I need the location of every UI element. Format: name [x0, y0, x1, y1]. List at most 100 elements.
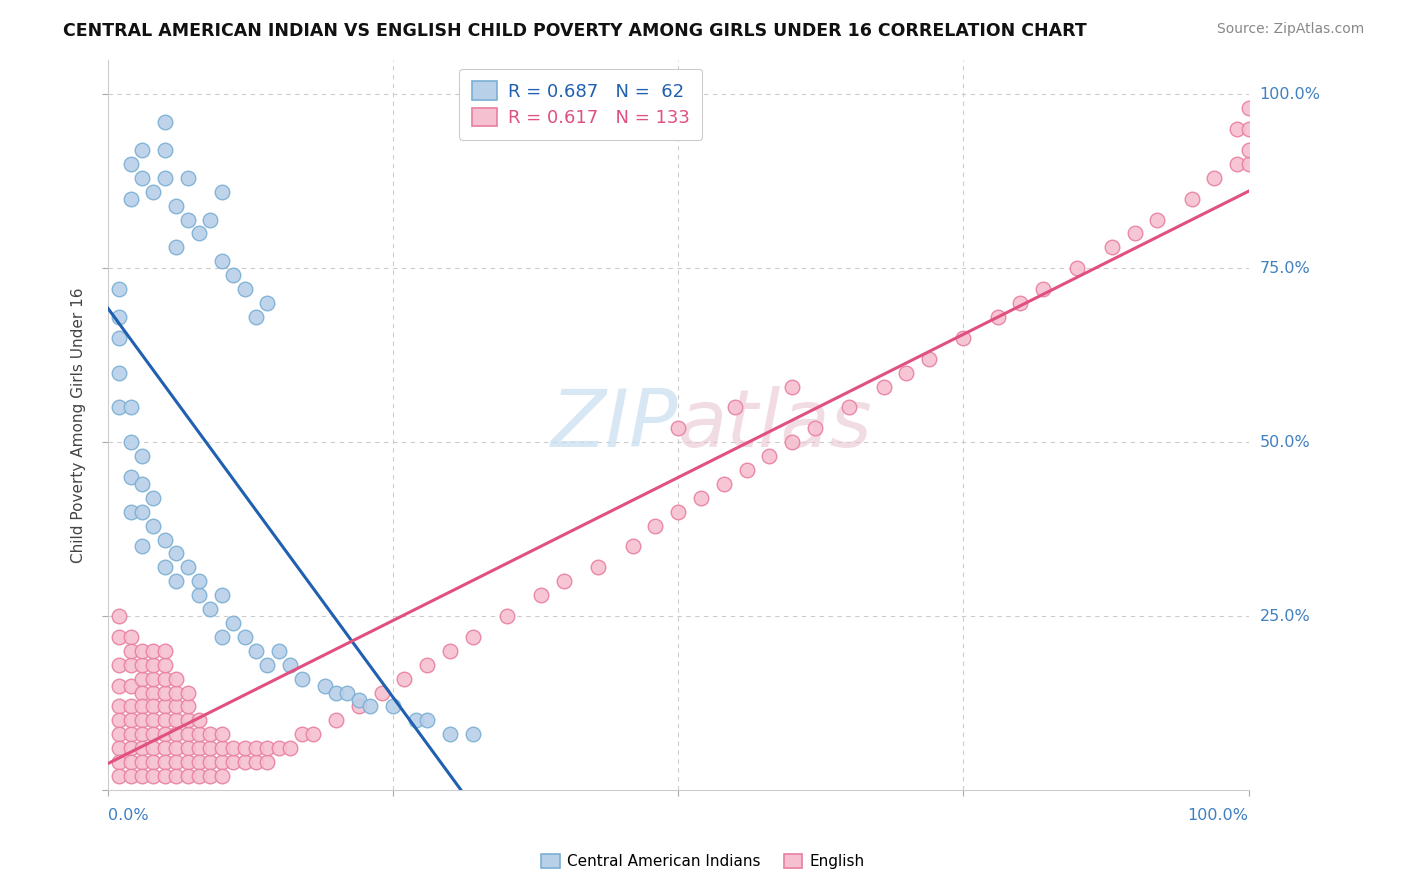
Point — [120, 679, 142, 693]
Point — [211, 630, 233, 644]
Point — [108, 282, 131, 296]
Point — [120, 699, 142, 714]
Point — [267, 741, 290, 756]
Point — [131, 540, 153, 554]
Point — [211, 769, 233, 783]
Point — [120, 714, 142, 728]
Point — [153, 755, 176, 769]
Y-axis label: Child Poverty Among Girls Under 16: Child Poverty Among Girls Under 16 — [72, 287, 86, 563]
Point — [347, 692, 370, 706]
Point — [108, 679, 131, 693]
Point — [153, 170, 176, 185]
Point — [461, 630, 484, 644]
Point — [120, 644, 142, 658]
Point — [188, 727, 211, 741]
Point — [530, 588, 553, 602]
Point — [131, 143, 153, 157]
Point — [188, 588, 211, 602]
Point — [131, 644, 153, 658]
Point — [188, 755, 211, 769]
Point — [200, 741, 222, 756]
Point — [142, 685, 165, 699]
Point — [176, 560, 198, 574]
Point — [245, 644, 267, 658]
Point — [405, 714, 427, 728]
Text: 100.0%: 100.0% — [1188, 808, 1249, 823]
Text: 75.0%: 75.0% — [1260, 260, 1310, 276]
Point — [211, 741, 233, 756]
Point — [780, 379, 803, 393]
Point — [142, 727, 165, 741]
Point — [188, 574, 211, 589]
Point — [381, 699, 404, 714]
Point — [256, 296, 278, 310]
Point — [222, 268, 245, 283]
Point — [165, 672, 187, 686]
Point — [142, 741, 165, 756]
Point — [153, 741, 176, 756]
Point — [200, 755, 222, 769]
Point — [176, 714, 198, 728]
Point — [780, 435, 803, 450]
Point — [108, 310, 131, 324]
Point — [918, 351, 941, 366]
Point — [1123, 227, 1146, 241]
Point — [131, 476, 153, 491]
Point — [233, 755, 256, 769]
Point — [222, 755, 245, 769]
Point — [108, 699, 131, 714]
Point — [142, 672, 165, 686]
Point — [108, 714, 131, 728]
Point — [666, 421, 689, 435]
Point — [142, 644, 165, 658]
Point — [108, 401, 131, 415]
Point — [724, 401, 747, 415]
Point — [153, 699, 176, 714]
Point — [278, 741, 301, 756]
Point — [131, 699, 153, 714]
Point — [896, 366, 918, 380]
Point — [690, 491, 713, 505]
Point — [131, 672, 153, 686]
Point — [233, 741, 256, 756]
Point — [347, 699, 370, 714]
Point — [131, 657, 153, 672]
Point — [142, 755, 165, 769]
Point — [245, 741, 267, 756]
Point — [200, 769, 222, 783]
Point — [278, 657, 301, 672]
Text: 0.0%: 0.0% — [108, 808, 149, 823]
Point — [621, 540, 644, 554]
Point — [165, 546, 187, 560]
Point — [370, 685, 392, 699]
Point — [359, 699, 381, 714]
Point — [131, 714, 153, 728]
Point — [131, 685, 153, 699]
Point — [153, 672, 176, 686]
Point — [211, 254, 233, 268]
Point — [153, 115, 176, 129]
Point — [291, 672, 314, 686]
Point — [256, 741, 278, 756]
Point — [142, 769, 165, 783]
Point — [108, 657, 131, 672]
Point — [314, 679, 336, 693]
Point — [553, 574, 575, 589]
Text: ZIP: ZIP — [551, 385, 678, 464]
Point — [120, 435, 142, 450]
Point — [165, 574, 187, 589]
Point — [416, 657, 439, 672]
Point — [987, 310, 1010, 324]
Point — [165, 741, 187, 756]
Point — [142, 699, 165, 714]
Point — [165, 240, 187, 254]
Point — [120, 755, 142, 769]
Point — [131, 449, 153, 463]
Point — [666, 505, 689, 519]
Text: 100.0%: 100.0% — [1260, 87, 1320, 102]
Point — [758, 449, 780, 463]
Point — [1101, 240, 1123, 254]
Point — [1226, 157, 1249, 171]
Point — [222, 615, 245, 630]
Point — [165, 769, 187, 783]
